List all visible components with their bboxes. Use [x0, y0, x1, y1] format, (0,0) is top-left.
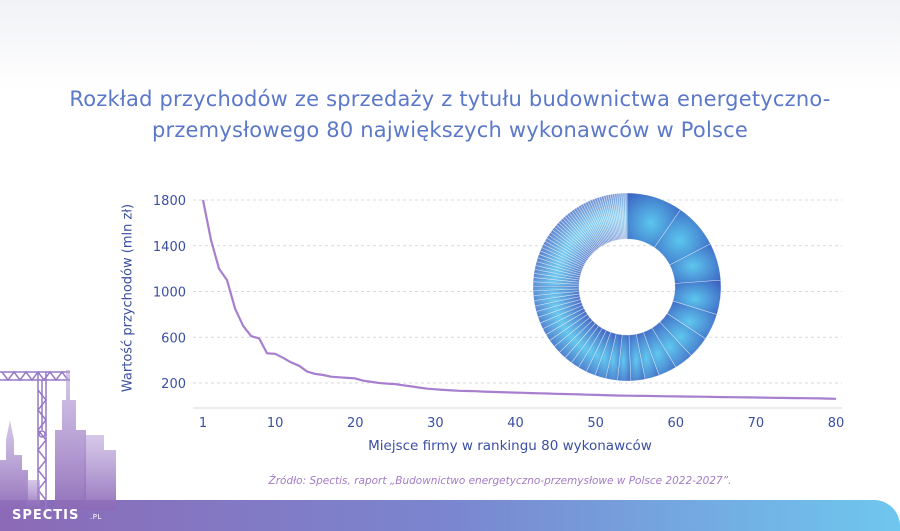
y-tick-label: 600: [161, 331, 186, 346]
x-tick-label: 1: [199, 416, 207, 431]
x-tick-label: 50: [587, 416, 604, 431]
x-tick-label: 40: [507, 416, 524, 431]
donut-slice: [624, 192, 628, 240]
page-title: Rozkład przychodów ze sprzedaży z tytułu…: [69, 87, 831, 142]
revenue-line: [201, 199, 837, 400]
x-tick-label: 70: [748, 416, 765, 431]
footer-bar: [0, 500, 900, 531]
spectis-logo: SPECTIS: [12, 508, 80, 523]
donut-chart: [532, 192, 722, 382]
x-tick-label: 10: [267, 416, 284, 431]
spectis-logo-suffix: .PL: [90, 513, 102, 521]
y-tick-label: 200: [161, 377, 186, 392]
line-series: [201, 199, 837, 400]
x-tick-label: 60: [667, 416, 684, 431]
y-tick-label: 1000: [153, 286, 186, 301]
x-tick-label: 20: [347, 416, 364, 431]
source-note: Źródło: Spectis, raport „Budownictwo ene…: [268, 475, 732, 487]
city-skyline-crane-icon: [0, 370, 116, 510]
y-tick-label: 1800: [153, 194, 186, 209]
y-tick-label: 1400: [153, 240, 186, 255]
x-tick-label: 80: [828, 416, 845, 431]
header-background: [0, 0, 900, 90]
x-tick-label: 30: [427, 416, 444, 431]
tick-labels: 200 600 1000 1400 1800 1 10 20 30 40 50 60 70 80: [153, 194, 844, 431]
grid-lines: [193, 199, 842, 384]
x-axis-title: Miejsce firmy w rankingu 80 wykonawców: [368, 438, 652, 454]
